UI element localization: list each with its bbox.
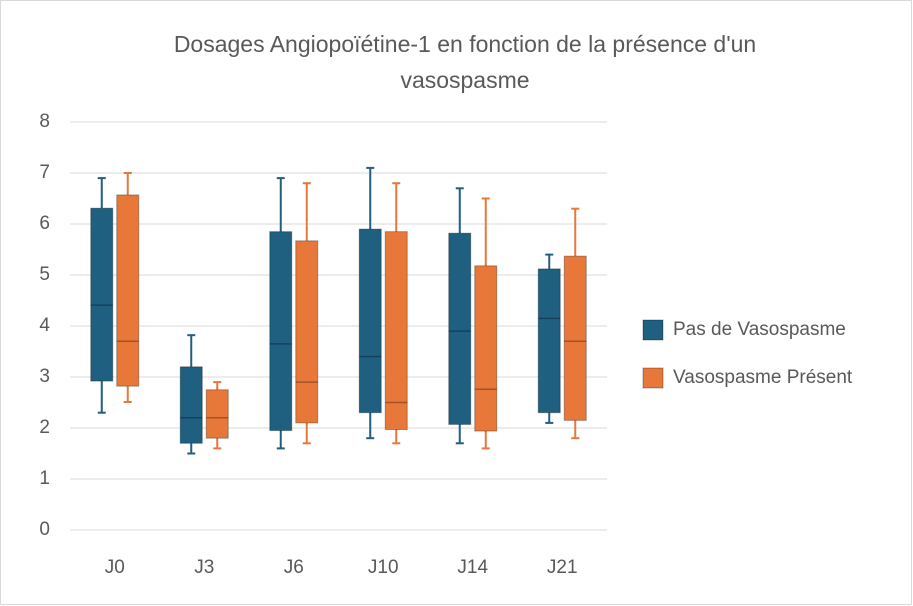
y-tick-label: 5 [39, 264, 50, 285]
legend-swatch [642, 319, 664, 341]
box [269, 231, 293, 432]
box [116, 194, 140, 387]
x-tick-label: J21 [547, 557, 578, 578]
legend-label: Vasospasme Présent [673, 367, 853, 388]
box [179, 366, 203, 444]
box [537, 268, 561, 414]
legend-swatch [642, 367, 664, 389]
box [474, 265, 498, 432]
y-tick-label: 7 [39, 162, 50, 183]
legend-label: Pas de Vasospasme [673, 319, 846, 340]
box [358, 228, 382, 414]
box [384, 231, 408, 431]
x-tick-label: J14 [457, 557, 488, 578]
box [448, 232, 472, 425]
y-tick-label: 4 [39, 315, 50, 336]
y-tick-label: 8 [39, 111, 50, 132]
y-tick-label: 3 [39, 366, 50, 387]
y-tick-label: 0 [39, 519, 50, 540]
x-tick-label: J10 [368, 557, 399, 578]
y-tick-label: 1 [39, 468, 50, 489]
box [205, 389, 229, 439]
x-tick-label: J0 [105, 557, 125, 578]
y-tick-label: 6 [39, 213, 50, 234]
box [563, 255, 587, 421]
x-tick-label: J6 [284, 557, 304, 578]
box [90, 207, 114, 382]
chart-title: Dosages Angiopoïétine-1 en fonction de l… [173, 31, 757, 93]
box [295, 240, 319, 424]
x-tick-label: J3 [194, 557, 214, 578]
y-tick-label: 2 [39, 417, 50, 438]
